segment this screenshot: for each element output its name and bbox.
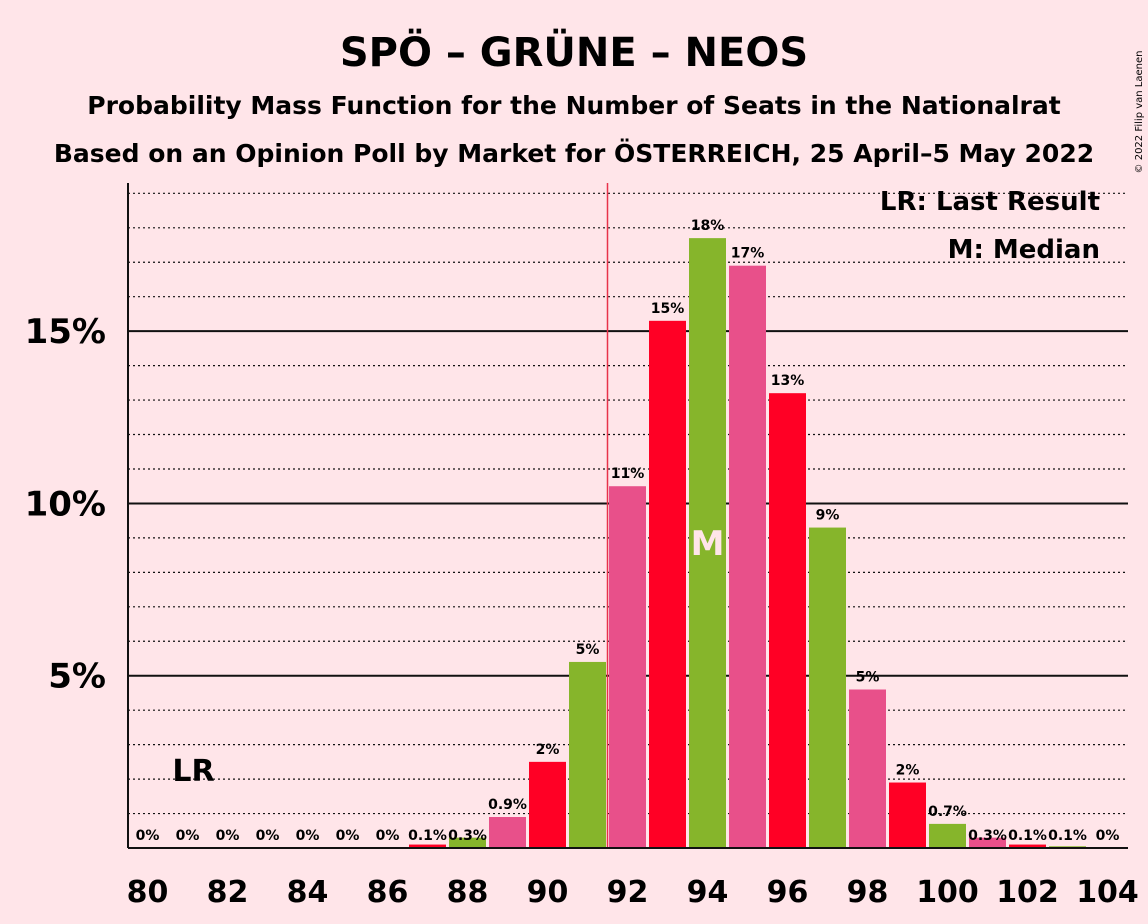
median-marker-label: M (691, 524, 725, 564)
axes (127, 183, 1128, 849)
data-label-seat-80: 0% (136, 828, 160, 844)
data-label-seat-87: 0.1% (408, 828, 447, 844)
x-tick-label-84: 84 (287, 875, 329, 910)
data-label-seat-95: 17% (731, 246, 765, 262)
x-tick-label-98: 98 (847, 875, 889, 910)
bar-seat-91 (569, 661, 606, 848)
data-label-seat-94: 18% (691, 218, 725, 234)
bar-seat-87 (409, 844, 446, 848)
bar-seat-94 (689, 238, 726, 849)
y-tick-label-10: 10% (25, 484, 106, 524)
data-label-seat-103: 0.1% (1048, 828, 1087, 844)
data-labels: 0% 0% 0% 0% 0% 0% 0% 0.1% 0.3%0.9%2%5%11%15%18%1… (136, 218, 1120, 844)
data-label-seat-99: 2% (896, 763, 920, 779)
data-label-seat-89: 0.9% (488, 797, 527, 813)
bar-seat-90 (529, 761, 566, 848)
legend-median: M: Median (948, 235, 1100, 265)
copyright-text: © 2022 Filip van Laenen (1134, 51, 1145, 174)
data-label-seat-90: 2% (536, 742, 560, 758)
y-tick-labels: 5% 10% 15% (25, 312, 106, 697)
bar-seat-96 (769, 393, 806, 848)
data-label-seat-97: 9% (816, 508, 840, 524)
y-tick-label-15: 15% (25, 312, 106, 352)
x-tick-labels: 80 82 84 86 88 90 92 94 96 98 100 102 104 (127, 875, 1139, 910)
bar-seat-99 (889, 782, 926, 848)
x-tick-label-88: 88 (447, 875, 489, 910)
bar-seat-101 (969, 837, 1006, 848)
bars (409, 183, 1086, 849)
bar-seat-89 (489, 816, 526, 848)
chart-title: SPÖ – GRÜNE – NEOS (340, 28, 808, 76)
data-label-seat-84: 0% (296, 828, 320, 844)
data-label-seat-82: 0% (216, 828, 240, 844)
x-tick-label-82: 82 (207, 875, 249, 910)
x-tick-label-100: 100 (916, 875, 979, 910)
data-label-seat-104: 0% (1096, 828, 1120, 844)
x-tick-label-102: 102 (996, 875, 1059, 910)
bar-seat-93 (649, 320, 686, 848)
data-label-seat-88: 0.3% (448, 828, 487, 844)
data-label-seat-86: 0% (376, 828, 400, 844)
x-tick-label-80: 80 (127, 875, 169, 910)
bar-seat-95 (729, 265, 766, 848)
data-label-seat-83: 0% (256, 828, 280, 844)
data-label-seat-93: 15% (651, 301, 685, 317)
x-tick-label-96: 96 (767, 875, 809, 910)
data-label-seat-100: 0.7% (928, 804, 967, 820)
x-tick-label-86: 86 (367, 875, 409, 910)
chart-subtitle-2: Based on an Opinion Poll by Market for Ö… (54, 138, 1094, 168)
bar-seat-88 (449, 837, 486, 848)
data-label-seat-98: 5% (856, 670, 880, 686)
data-label-seat-102: 0.1% (1008, 828, 1047, 844)
data-label-seat-91: 5% (576, 642, 600, 658)
x-tick-label-104: 104 (1076, 875, 1139, 910)
x-tick-label-90: 90 (527, 875, 569, 910)
data-label-seat-85: 0% (336, 828, 360, 844)
x-tick-label-92: 92 (607, 875, 649, 910)
legend-last-result: LR: Last Result (880, 187, 1100, 217)
data-label-seat-96: 13% (771, 373, 805, 389)
data-label-seat-81: 0% (176, 828, 200, 844)
bar-seat-100 (929, 823, 966, 848)
data-label-seat-101: 0.3% (968, 828, 1007, 844)
data-label-seat-92: 11% (611, 466, 645, 482)
bar-seat-92 (609, 486, 646, 848)
chart-subtitle-1: Probability Mass Function for the Number… (87, 91, 1060, 120)
x-tick-label-94: 94 (687, 875, 729, 910)
bar-seat-97 (809, 527, 846, 848)
bar-seat-98 (849, 689, 886, 848)
y-tick-label-5: 5% (48, 657, 106, 697)
last-result-marker-label: LR (172, 754, 214, 789)
bar-seat-102 (1009, 844, 1046, 848)
